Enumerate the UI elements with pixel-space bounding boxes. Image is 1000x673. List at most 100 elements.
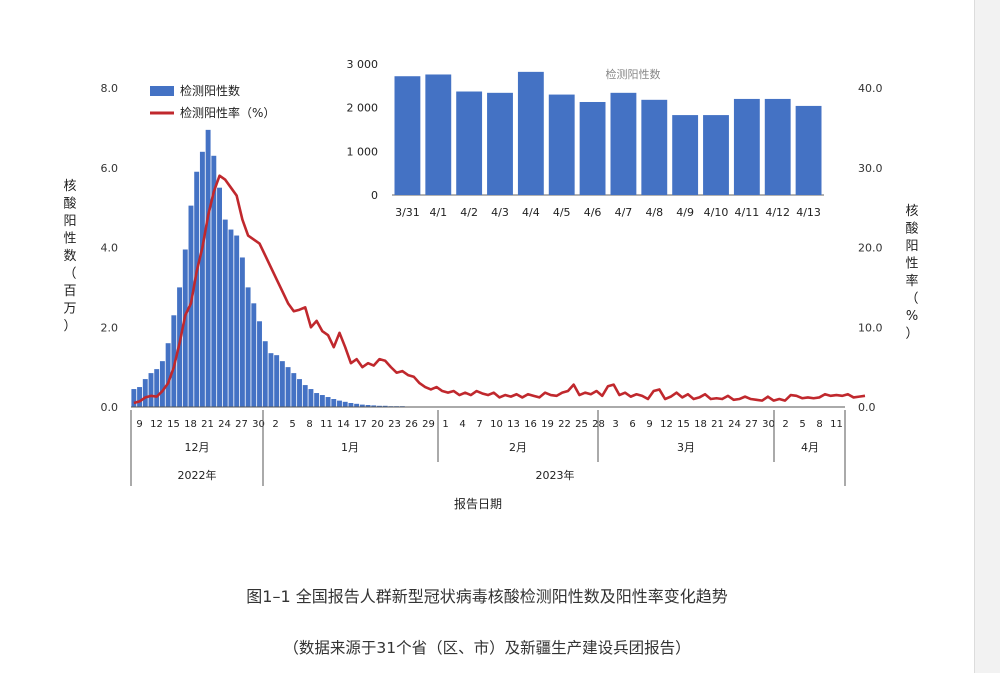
bar bbox=[302, 385, 308, 407]
bar bbox=[297, 379, 302, 407]
inset-bar bbox=[487, 92, 513, 195]
bar bbox=[325, 397, 331, 407]
bar bbox=[285, 367, 291, 408]
x-tick-label: 2 bbox=[272, 419, 278, 430]
inset-bar bbox=[703, 115, 729, 195]
inset-x-tick-label: 4/13 bbox=[796, 206, 821, 219]
x-tick-label: 30 bbox=[252, 419, 265, 430]
year-label: 2022年 bbox=[178, 468, 217, 482]
x-tick-label: 25 bbox=[575, 419, 588, 430]
month-label: 3月 bbox=[677, 441, 695, 454]
y-left-axis-title: 核酸阳性数（百万） bbox=[63, 179, 76, 334]
main-chart: 0.02.04.06.08.00.010.020.030.040.09 12 15 1… bbox=[63, 82, 918, 511]
inset-bar bbox=[733, 98, 760, 195]
y-right-tick-label: 0.0 bbox=[858, 401, 876, 414]
y-left-tick-label: 2.0 bbox=[101, 321, 119, 334]
bar bbox=[211, 155, 217, 407]
month-label: 12月 bbox=[185, 441, 210, 454]
x-tick-label: 3 bbox=[612, 419, 618, 430]
inset-bar bbox=[795, 105, 822, 195]
bar bbox=[228, 229, 234, 407]
legend-bar-swatch bbox=[150, 86, 174, 96]
x-tick-label: 6 bbox=[629, 419, 635, 430]
inset-bar bbox=[394, 76, 421, 195]
bar bbox=[154, 369, 160, 407]
bar bbox=[257, 321, 262, 407]
bar bbox=[234, 235, 240, 407]
y-left-tick-label: 4.0 bbox=[101, 242, 119, 255]
scrollbar-track[interactable] bbox=[974, 0, 1000, 673]
bar bbox=[148, 373, 154, 407]
x-tick-label: 27 bbox=[235, 419, 248, 430]
x-tick-label: 14 bbox=[337, 419, 350, 430]
inset-x-tick-label: 4/10 bbox=[704, 206, 729, 219]
bar bbox=[142, 379, 148, 407]
bar bbox=[308, 389, 314, 407]
inset-bar bbox=[672, 115, 699, 195]
inset-y-tick-label: 2 000 bbox=[347, 102, 379, 115]
bar bbox=[165, 343, 171, 407]
x-tick-label: 15 bbox=[167, 419, 180, 430]
bar bbox=[245, 287, 251, 408]
bar bbox=[222, 219, 228, 407]
x-tick-label: 26 bbox=[405, 419, 418, 430]
x-tick-label: 5 bbox=[289, 419, 295, 430]
bar bbox=[291, 373, 297, 407]
bar bbox=[194, 171, 200, 407]
x-tick-label: 12 bbox=[660, 419, 673, 430]
month-label: 4月 bbox=[801, 441, 819, 454]
x-tick-label: 21 bbox=[711, 419, 724, 430]
y-left-tick-label: 0.0 bbox=[101, 401, 119, 414]
inset-bar bbox=[764, 98, 791, 195]
bar bbox=[131, 389, 137, 407]
bar bbox=[159, 361, 165, 407]
inset-x-tick-label: 4/3 bbox=[491, 206, 509, 219]
y-right-axis-title: 核酸阳性率（%） bbox=[905, 204, 918, 342]
x-tick-label: 16 bbox=[524, 419, 537, 430]
bar bbox=[354, 403, 360, 407]
inset-bar bbox=[610, 92, 637, 195]
bar bbox=[359, 404, 365, 407]
x-tick-label: 30 bbox=[762, 419, 775, 430]
bar bbox=[251, 303, 257, 407]
x-tick-label: 21 bbox=[201, 419, 214, 430]
bar bbox=[314, 393, 320, 407]
legend-label: 检测阳性数 bbox=[180, 83, 240, 98]
y-left-tick-label: 6.0 bbox=[101, 162, 119, 175]
x-tick-label: 12 bbox=[150, 419, 163, 430]
inset-x-tick-label: 4/12 bbox=[765, 206, 790, 219]
y-right-tick-label: 40.0 bbox=[858, 82, 883, 95]
y-left-tick-label: 8.0 bbox=[101, 82, 119, 95]
inset-chart-title: 检测阳性数 bbox=[606, 67, 661, 81]
inset-bar bbox=[548, 94, 575, 195]
x-tick-label: 9 bbox=[136, 419, 142, 430]
x-tick-label: 1 bbox=[442, 419, 448, 430]
bar bbox=[371, 405, 377, 407]
bar bbox=[337, 400, 342, 407]
bar bbox=[217, 187, 222, 407]
bar bbox=[239, 257, 245, 407]
bar bbox=[377, 405, 382, 407]
inset-bar bbox=[517, 71, 544, 195]
inset-chart: 0 1 000 2 000 3 000 3/31 4/1 4/2 4/3 4/4 4/5 4/6 4/… bbox=[347, 58, 824, 219]
inset-bar bbox=[641, 99, 668, 195]
bar bbox=[205, 129, 211, 407]
x-tick-label: 23 bbox=[388, 419, 401, 430]
x-tick-label: 8 bbox=[306, 419, 312, 430]
x-tick-label: 19 bbox=[541, 419, 554, 430]
y-right-tick-label: 30.0 bbox=[858, 162, 883, 175]
bar bbox=[382, 405, 388, 407]
figure-caption: 图1–1 全国报告人群新型冠状病毒核酸检测阳性数及阳性率变化趋势 bbox=[246, 587, 728, 606]
inset-bar bbox=[456, 91, 483, 195]
inset-bar bbox=[425, 74, 452, 195]
y-right-tick-label: 10.0 bbox=[858, 321, 883, 334]
inset-bar bbox=[579, 101, 606, 195]
inset-x-tick-label: 4/11 bbox=[735, 206, 760, 219]
inset-y-tick-label: 3 000 bbox=[347, 58, 379, 71]
inset-y-tick-label: 1 000 bbox=[347, 145, 379, 158]
bar bbox=[319, 395, 325, 407]
inset-x-tick-label: 4/7 bbox=[615, 206, 633, 219]
inset-y-tick-label: 0 bbox=[371, 189, 378, 202]
chart-figure: 0.02.04.06.08.00.010.020.030.040.09 12 15 1… bbox=[63, 58, 918, 511]
